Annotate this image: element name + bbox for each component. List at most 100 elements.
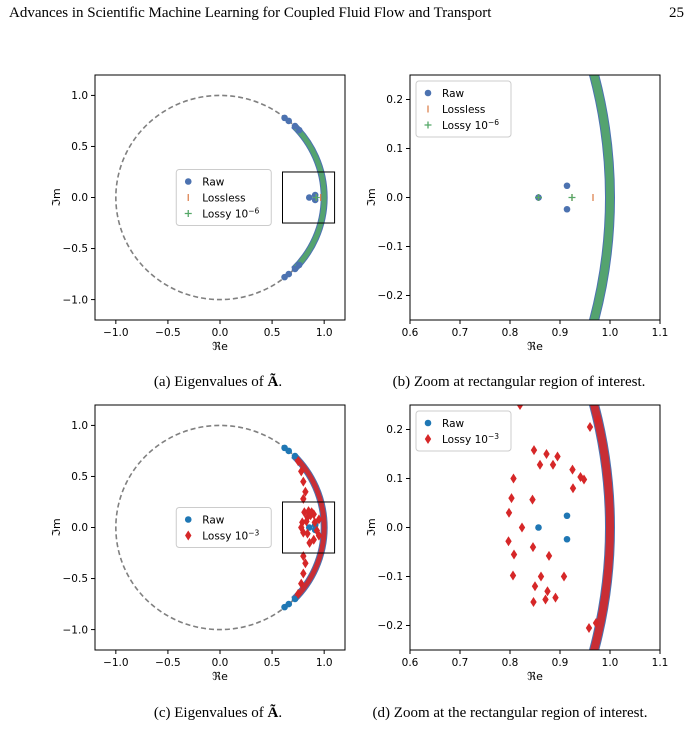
roi-rectangle bbox=[282, 501, 336, 554]
data-point bbox=[563, 512, 571, 520]
data-point bbox=[586, 422, 594, 433]
x-tick-label: 0.6 bbox=[402, 327, 419, 339]
legend-box bbox=[415, 80, 512, 138]
data-point bbox=[294, 456, 302, 467]
y-tick-label: −1.0 bbox=[63, 294, 89, 306]
data-point bbox=[509, 570, 517, 581]
data-point bbox=[305, 194, 313, 201]
eigenvalue-arc bbox=[291, 123, 327, 272]
legend-label: Lossy 10−6 bbox=[202, 206, 259, 220]
data-point bbox=[295, 261, 303, 269]
y-tick-label: −1.0 bbox=[63, 624, 89, 636]
legend-marker bbox=[424, 89, 432, 97]
x-tick-label: −0.5 bbox=[155, 657, 181, 669]
x-tick-label: 1.1 bbox=[652, 657, 669, 669]
plot-area bbox=[115, 94, 328, 301]
data-point bbox=[530, 445, 538, 456]
data-point bbox=[298, 466, 305, 477]
chart-b: 0.6 0.7 0.8 0.9 1.0 1.1 0.2 0.1 0.0 −0.1 −0.2 ℜe ℑm R… bbox=[365, 74, 668, 353]
plot-area bbox=[115, 424, 328, 631]
data-point bbox=[294, 588, 302, 599]
data-point bbox=[592, 618, 600, 629]
x-tick-label: 0.6 bbox=[402, 657, 419, 669]
x-tick-label: 1.0 bbox=[602, 327, 619, 339]
data-point bbox=[285, 117, 293, 125]
x-axis-label: ℜe bbox=[212, 340, 228, 353]
data-point bbox=[300, 493, 307, 504]
data-point bbox=[529, 494, 536, 505]
data-point bbox=[518, 522, 526, 533]
data-point bbox=[302, 558, 309, 569]
legend-label: Lossy 10−3 bbox=[202, 528, 259, 542]
data-point bbox=[594, 414, 601, 425]
legend-marker bbox=[184, 516, 192, 523]
data-point bbox=[291, 265, 299, 273]
legend-label: Raw bbox=[202, 514, 224, 526]
data-point bbox=[291, 452, 299, 460]
data-point bbox=[298, 522, 305, 533]
data-point bbox=[542, 594, 549, 605]
y-tick-label: 0.1 bbox=[386, 143, 403, 155]
data-point bbox=[291, 122, 299, 130]
legend-label: Lossy 10−6 bbox=[442, 118, 499, 132]
data-point bbox=[285, 447, 293, 455]
y-tick-label: 0.5 bbox=[71, 471, 88, 483]
legend-label: Lossless bbox=[202, 192, 245, 204]
caption-a-symbol: Ã bbox=[267, 374, 279, 390]
page-number: 25 bbox=[669, 5, 684, 21]
data-point bbox=[311, 517, 318, 528]
y-tick-label: −0.2 bbox=[378, 290, 404, 302]
legend: Raw Lossless Lossy 10−6 bbox=[415, 80, 512, 138]
data-point bbox=[300, 551, 307, 562]
data-point bbox=[545, 550, 553, 561]
data-point bbox=[544, 586, 551, 597]
data-point bbox=[536, 459, 544, 470]
data-point bbox=[300, 568, 307, 579]
y-axis-label: ℑm bbox=[365, 518, 378, 536]
legend-label: Lossless bbox=[442, 104, 485, 116]
x-axis-label: ℜe bbox=[212, 670, 228, 683]
caption-c: (c) Eigenvalues of Ã. bbox=[153, 705, 283, 721]
chart-c: −1.0 −0.5 0.0 0.5 1.0 1.0 0.5 0.0 −0.5 −1.0 ℜe ℑm Ra… bbox=[50, 404, 346, 683]
data-point bbox=[563, 535, 571, 543]
data-point bbox=[560, 571, 568, 582]
x-tick-label: 0.8 bbox=[502, 327, 519, 339]
x-tick-label: −0.5 bbox=[155, 327, 181, 339]
data-point bbox=[580, 474, 588, 485]
data-point bbox=[508, 493, 515, 504]
x-tick-label: 0.8 bbox=[502, 657, 519, 669]
data-point bbox=[285, 600, 293, 608]
data-point bbox=[295, 126, 303, 134]
data-point bbox=[563, 205, 571, 213]
y-tick-label: 0.1 bbox=[386, 473, 403, 485]
legend-label: Raw bbox=[202, 176, 224, 188]
data-point bbox=[529, 542, 537, 553]
legend-marker bbox=[184, 210, 192, 217]
x-axis-label: ℜe bbox=[527, 670, 543, 683]
eigenvalue-arc bbox=[291, 453, 327, 602]
x-tick-label: 0.7 bbox=[452, 657, 469, 669]
legend-label: Lossy 10−3 bbox=[442, 432, 499, 446]
legend-label: Raw bbox=[442, 88, 464, 100]
data-point bbox=[549, 459, 557, 470]
caption-b: (b) Zoom at rectangular region of intere… bbox=[392, 374, 646, 390]
data-point bbox=[291, 595, 299, 603]
x-tick-label: 0.9 bbox=[552, 657, 569, 669]
legend-box bbox=[175, 507, 272, 548]
legend-marker bbox=[185, 530, 192, 541]
caption-d: (d) Zoom at the rectangular region of in… bbox=[372, 705, 648, 721]
data-point bbox=[543, 449, 550, 459]
plot-area bbox=[535, 75, 615, 320]
data-point bbox=[568, 194, 576, 201]
y-tick-label: 0.2 bbox=[386, 94, 403, 106]
y-tick-label: −0.1 bbox=[378, 571, 404, 583]
y-tick-label: 0.0 bbox=[386, 522, 403, 534]
data-point bbox=[510, 549, 518, 560]
data-point bbox=[577, 472, 584, 483]
y-tick-label: 0.2 bbox=[386, 424, 403, 436]
x-tick-label: 1.0 bbox=[316, 327, 333, 339]
y-axis-label: ℑm bbox=[50, 518, 63, 536]
roi-rectangle bbox=[282, 171, 336, 224]
data-point bbox=[554, 451, 561, 462]
legend-marker bbox=[424, 121, 432, 129]
